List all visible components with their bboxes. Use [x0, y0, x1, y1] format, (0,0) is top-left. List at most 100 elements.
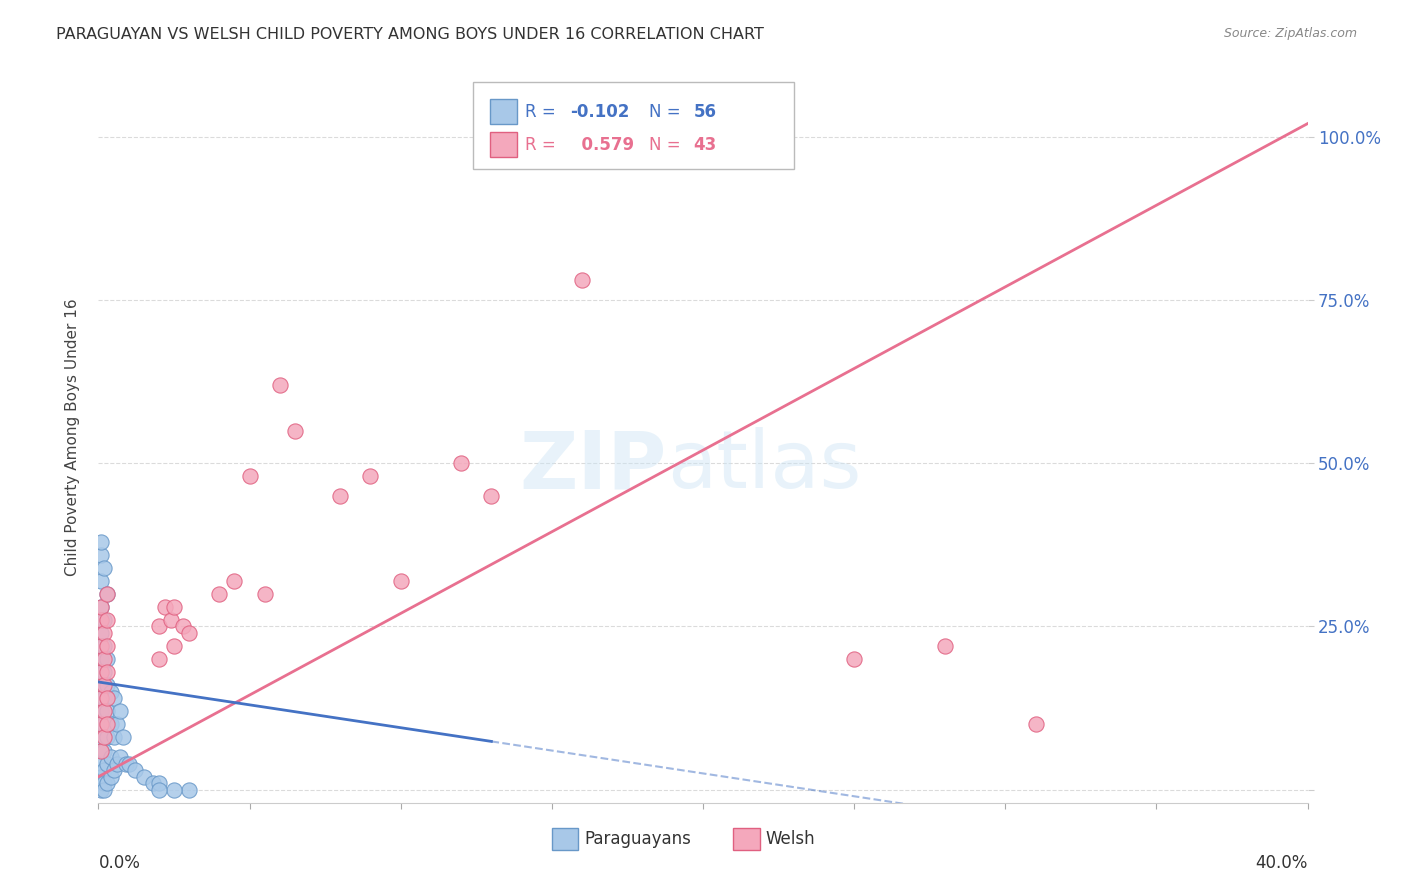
Point: [208, 587, 231, 601]
Point: [90, 743, 112, 757]
Point: [269, 377, 291, 392]
Point: [96, 639, 118, 653]
Point: [96, 613, 118, 627]
Point: [389, 574, 412, 588]
Text: N =: N =: [648, 136, 681, 153]
Point: [90, 639, 112, 653]
Text: 40.0%: 40.0%: [1256, 854, 1308, 872]
Text: Paraguayans: Paraguayans: [585, 830, 692, 848]
Point: [105, 756, 128, 771]
Point: [172, 619, 194, 633]
Point: [90, 743, 112, 757]
Point: [90, 599, 112, 614]
Point: [93, 782, 115, 797]
Point: [93, 560, 115, 574]
Point: [179, 626, 201, 640]
FancyBboxPatch shape: [491, 132, 517, 157]
Point: [108, 705, 131, 719]
Point: [90, 770, 112, 784]
Text: ZIP: ZIP: [519, 427, 666, 506]
Point: [329, 489, 352, 503]
Point: [96, 731, 118, 745]
Point: [114, 756, 136, 771]
Point: [90, 639, 112, 653]
Point: [90, 613, 112, 627]
Point: [153, 599, 176, 614]
Text: 43: 43: [693, 136, 717, 153]
Point: [239, 469, 262, 483]
Point: [96, 756, 118, 771]
Point: [90, 626, 112, 640]
Point: [571, 273, 593, 287]
Point: [90, 717, 112, 731]
Point: [844, 652, 866, 666]
FancyBboxPatch shape: [474, 82, 793, 169]
Point: [132, 770, 155, 784]
Point: [93, 717, 115, 731]
Point: [96, 717, 118, 731]
Text: 0.0%: 0.0%: [98, 854, 141, 872]
Point: [108, 750, 131, 764]
Point: [253, 587, 276, 601]
Point: [163, 599, 186, 614]
Point: [100, 750, 122, 764]
Point: [90, 534, 112, 549]
Point: [160, 613, 183, 627]
Point: [100, 770, 122, 784]
Point: [103, 731, 125, 745]
FancyBboxPatch shape: [491, 99, 517, 124]
Point: [100, 717, 122, 731]
Y-axis label: Child Poverty Among Boys Under 16: Child Poverty Among Boys Under 16: [65, 298, 80, 576]
Point: [481, 489, 503, 503]
Point: [93, 743, 115, 757]
Point: [148, 776, 170, 790]
Point: [90, 548, 112, 562]
Text: N =: N =: [648, 103, 681, 120]
Point: [224, 574, 246, 588]
Point: [90, 717, 112, 731]
Point: [93, 626, 115, 640]
Point: [93, 691, 115, 706]
Text: Source: ZipAtlas.com: Source: ZipAtlas.com: [1223, 27, 1357, 40]
Point: [96, 652, 118, 666]
Point: [90, 599, 112, 614]
Point: [96, 587, 118, 601]
Point: [90, 756, 112, 771]
Point: [96, 587, 118, 601]
Point: [90, 613, 112, 627]
Point: [179, 782, 201, 797]
Point: [105, 717, 128, 731]
Point: [103, 691, 125, 706]
Point: [163, 639, 186, 653]
Text: R =: R =: [526, 136, 555, 153]
Point: [96, 665, 118, 680]
Point: [93, 678, 115, 692]
Point: [148, 782, 170, 797]
Point: [90, 705, 112, 719]
Point: [96, 691, 118, 706]
Point: [163, 782, 186, 797]
Point: [90, 731, 112, 745]
Point: [90, 691, 112, 706]
Point: [90, 665, 112, 680]
Point: [934, 639, 956, 653]
Text: -0.102: -0.102: [569, 103, 630, 120]
Point: [631, 129, 654, 144]
Text: Welsh: Welsh: [766, 830, 815, 848]
Point: [360, 469, 382, 483]
Text: atlas: atlas: [666, 427, 860, 506]
Point: [148, 619, 170, 633]
Text: PARAGUAYAN VS WELSH CHILD POVERTY AMONG BOYS UNDER 16 CORRELATION CHART: PARAGUAYAN VS WELSH CHILD POVERTY AMONG …: [56, 27, 763, 42]
Point: [450, 456, 472, 470]
Point: [90, 782, 112, 797]
Point: [1024, 717, 1046, 731]
Point: [90, 574, 112, 588]
Point: [93, 763, 115, 777]
Point: [111, 731, 134, 745]
Point: [284, 424, 307, 438]
Point: [90, 652, 112, 666]
FancyBboxPatch shape: [551, 829, 578, 850]
Point: [96, 776, 118, 790]
Text: 56: 56: [693, 103, 716, 120]
Point: [93, 776, 115, 790]
